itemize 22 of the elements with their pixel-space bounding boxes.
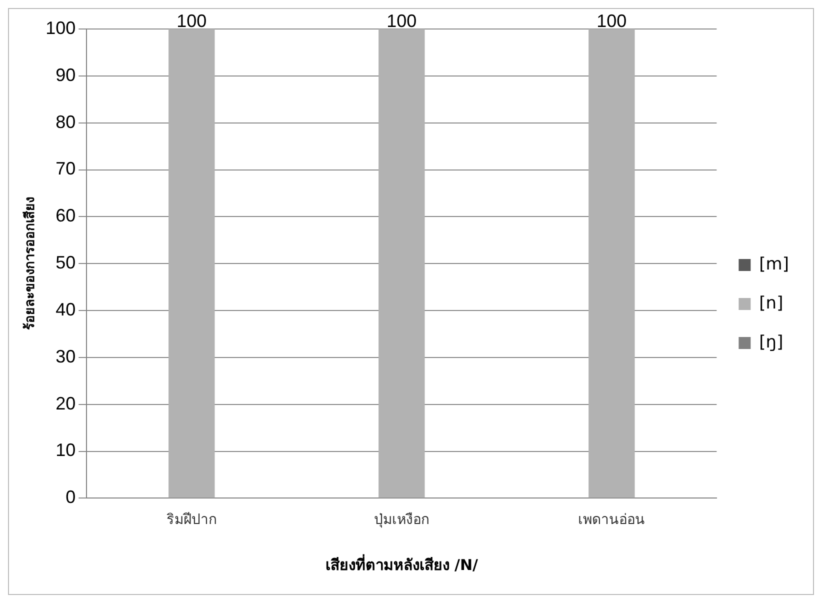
x-tick-label: ริมฝีปาก xyxy=(166,512,217,528)
x-axis-title: เสียงที่ตามหลังเสียง /N/ xyxy=(325,554,479,574)
x-tick-label: เพดานอ่อน xyxy=(578,512,646,528)
y-axis-title: ร้อยละของการออกเสียง xyxy=(22,197,38,330)
data-label: 100 xyxy=(596,10,627,31)
data-label: 100 xyxy=(386,10,417,31)
y-tick-label: 0 xyxy=(66,487,76,508)
y-tick-label: 80 xyxy=(56,112,76,132)
legend-label: [m] xyxy=(759,254,790,274)
y-tick-label: 90 xyxy=(56,64,76,85)
y-tick-label: 10 xyxy=(56,440,76,460)
data-label: 100 xyxy=(176,10,207,31)
y-tick-label: 50 xyxy=(56,252,76,273)
y-tick-label: 40 xyxy=(56,299,76,320)
x-tick-label: ปุ่มเหงือก xyxy=(374,512,430,528)
legend-label: [n] xyxy=(759,293,784,314)
y-tick-label: 30 xyxy=(56,346,76,366)
legend-label: [ŋ] xyxy=(759,332,784,352)
y-tick-label: 100 xyxy=(46,18,76,38)
y-tick-label: 60 xyxy=(56,206,76,226)
y-tick-label: 20 xyxy=(56,393,76,414)
y-tick-label: 70 xyxy=(56,158,76,179)
